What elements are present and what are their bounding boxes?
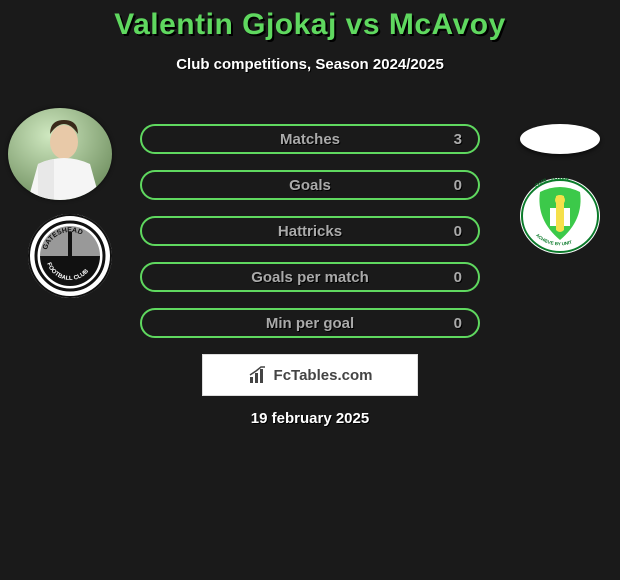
stat-row: Min per goal 0 [140, 308, 480, 338]
page-title: Valentin Gjokaj vs McAvoy [0, 8, 620, 42]
stat-value: 3 [454, 126, 462, 152]
source-watermark[interactable]: FcTables.com [202, 354, 418, 396]
stat-label: Goals per match [142, 264, 478, 290]
stat-label: Hattricks [142, 218, 478, 244]
stat-row: Hattricks 0 [140, 216, 480, 246]
page-subtitle: Club competitions, Season 2024/2025 [0, 56, 620, 73]
stat-value: 0 [454, 172, 462, 198]
player-right-club-badge: OVIL TOWN ACHIEVE BY UNIT [520, 178, 600, 254]
avatar-photo-icon [8, 108, 112, 200]
stats-list: Matches 3 Goals 0 Hattricks 0 Goals per … [140, 124, 480, 354]
stat-row: Goals 0 [140, 170, 480, 200]
comparison-date: 19 february 2025 [0, 410, 620, 427]
stat-row: Goals per match 0 [140, 262, 480, 292]
stat-value: 0 [454, 310, 462, 336]
player-left-avatar [8, 108, 112, 200]
stat-label: Min per goal [142, 310, 478, 336]
player-left-club-badge: GATESHEAD FOOTBALL CLUB [28, 214, 112, 298]
stat-label: Goals [142, 172, 478, 198]
stat-value: 0 [454, 218, 462, 244]
club-badge-icon: OVIL TOWN ACHIEVE BY UNIT [520, 178, 600, 254]
bar-chart-icon [248, 365, 268, 385]
comparison-card: Valentin Gjokaj vs McAvoy Club competiti… [0, 0, 620, 580]
stat-value: 0 [454, 264, 462, 290]
player-right-avatar [520, 124, 600, 154]
club-badge-icon: GATESHEAD FOOTBALL CLUB [28, 214, 112, 298]
stat-row: Matches 3 [140, 124, 480, 154]
stat-label: Matches [142, 126, 478, 152]
watermark-text: FcTables.com [274, 367, 373, 384]
